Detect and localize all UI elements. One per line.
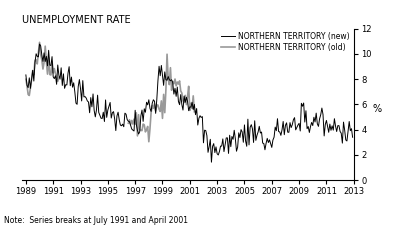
NORTHERN TERRITORY (old) xyxy=(29,78,34,81)
NORTHERN TERRITORY (old) xyxy=(26,93,31,96)
NORTHERN TERRITORY (old) xyxy=(46,56,51,59)
NORTHERN TERRITORY (old) xyxy=(55,80,60,83)
NORTHERN TERRITORY (new) xyxy=(190,101,195,104)
NORTHERN TERRITORY (old) xyxy=(44,60,49,63)
NORTHERN TERRITORY (old) xyxy=(43,45,48,47)
NORTHERN TERRITORY (old) xyxy=(39,59,44,61)
NORTHERN TERRITORY (old) xyxy=(50,60,54,63)
NORTHERN TERRITORY (old) xyxy=(28,87,33,89)
NORTHERN TERRITORY (old) xyxy=(35,63,40,65)
Text: UNEMPLOYMENT RATE: UNEMPLOYMENT RATE xyxy=(22,15,130,25)
Text: Note:  Series breaks at July 1991 and April 2001: Note: Series breaks at July 1991 and Apr… xyxy=(4,216,188,225)
NORTHERN TERRITORY (old) xyxy=(30,69,35,72)
NORTHERN TERRITORY (old) xyxy=(34,59,39,61)
NORTHERN TERRITORY (old) xyxy=(33,59,37,62)
NORTHERN TERRITORY (new) xyxy=(350,136,355,139)
NORTHERN TERRITORY (new) xyxy=(324,119,329,122)
Line: NORTHERN TERRITORY (old): NORTHERN TERRITORY (old) xyxy=(26,42,59,95)
NORTHERN TERRITORY (new) xyxy=(300,105,305,108)
NORTHERN TERRITORY (old) xyxy=(45,73,50,76)
NORTHERN TERRITORY (new) xyxy=(53,74,58,77)
NORTHERN TERRITORY (new) xyxy=(23,74,28,76)
NORTHERN TERRITORY (old) xyxy=(52,67,57,70)
NORTHERN TERRITORY (old) xyxy=(40,68,45,70)
NORTHERN TERRITORY (old) xyxy=(36,51,41,54)
Line: NORTHERN TERRITORY (new): NORTHERN TERRITORY (new) xyxy=(26,44,353,162)
NORTHERN TERRITORY (old) xyxy=(37,41,42,44)
NORTHERN TERRITORY (old) xyxy=(38,53,43,56)
NORTHERN TERRITORY (old) xyxy=(42,61,46,64)
NORTHERN TERRITORY (new) xyxy=(209,161,214,163)
NORTHERN TERRITORY (new) xyxy=(37,43,42,45)
NORTHERN TERRITORY (old) xyxy=(56,76,61,79)
NORTHERN TERRITORY (old) xyxy=(23,78,28,81)
NORTHERN TERRITORY (new) xyxy=(314,112,318,114)
NORTHERN TERRITORY (new) xyxy=(306,125,310,128)
NORTHERN TERRITORY (old) xyxy=(54,75,59,78)
NORTHERN TERRITORY (old) xyxy=(53,72,58,75)
Y-axis label: %: % xyxy=(373,104,382,114)
NORTHERN TERRITORY (old) xyxy=(31,73,36,76)
Legend: NORTHERN TERRITORY (new), NORTHERN TERRITORY (old): NORTHERN TERRITORY (new), NORTHERN TERRI… xyxy=(221,32,350,52)
NORTHERN TERRITORY (old) xyxy=(27,94,32,97)
NORTHERN TERRITORY (old) xyxy=(47,73,52,76)
NORTHERN TERRITORY (old) xyxy=(48,74,53,76)
NORTHERN TERRITORY (old) xyxy=(51,72,56,74)
NORTHERN TERRITORY (old) xyxy=(25,84,29,87)
